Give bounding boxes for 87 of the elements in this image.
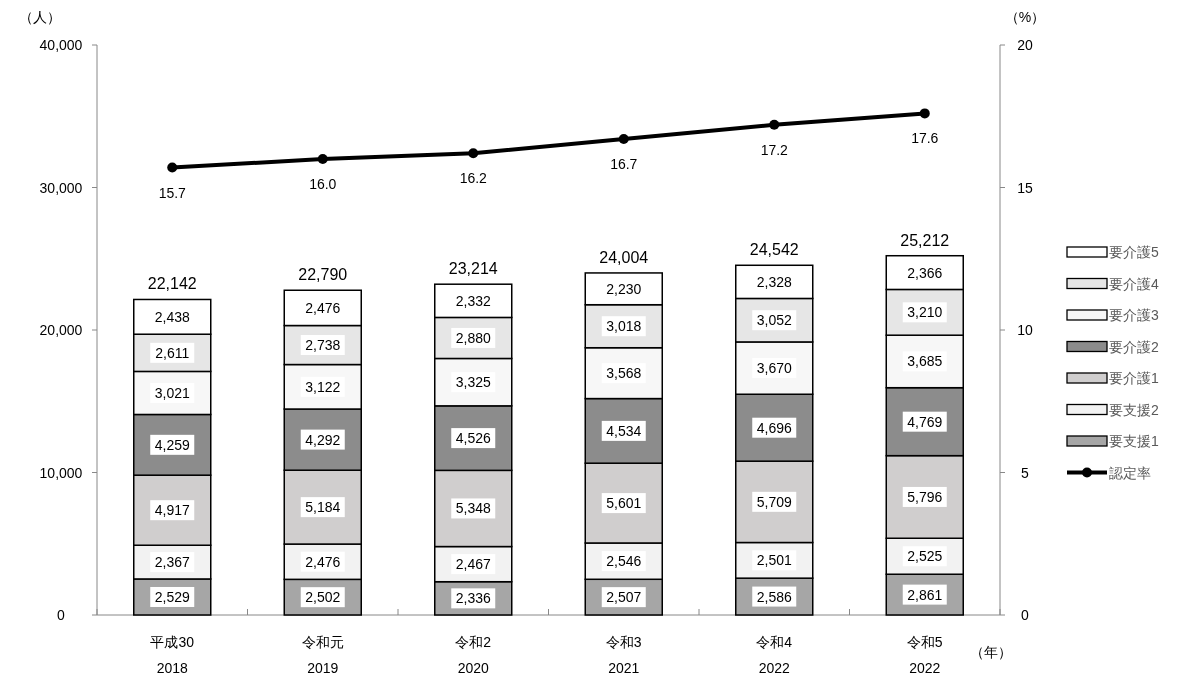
data-label: 2,366: [907, 264, 943, 281]
x-tick-label: 令和3 2021: [605, 634, 642, 676]
data-label: 2,738: [305, 337, 341, 354]
total-label: 25,212: [900, 231, 950, 249]
x-tick-label: 令和2 2020: [455, 634, 492, 676]
data-label: 2,367: [154, 554, 190, 571]
data-label: 5,601: [606, 495, 642, 512]
data-label: 17.6: [911, 130, 939, 147]
data-label: 2,529: [154, 588, 190, 605]
y2-tick-label: 15: [1017, 179, 1033, 196]
data-label: 5,348: [455, 500, 491, 517]
legend-label: 要介護5: [1109, 244, 1159, 260]
data-label: 4,696: [756, 419, 792, 436]
y-tick-label: 0: [57, 607, 66, 623]
data-label: 3,021: [154, 384, 190, 401]
data-label: 3,018: [606, 318, 642, 335]
data-label: 3,122: [305, 378, 341, 395]
x-tick-label: 令和元 2019: [301, 634, 344, 676]
total-label: 24,004: [599, 248, 649, 266]
legend-label: 要支援1: [1109, 433, 1159, 449]
point: [618, 134, 629, 145]
total-label: 22,142: [147, 275, 197, 293]
y-axis-title: （人）: [19, 9, 61, 25]
data-label: 2,507: [606, 589, 642, 606]
y-tick-label: 40,000: [39, 37, 83, 53]
data-label: 2,502: [305, 589, 341, 606]
data-label: 2,586: [756, 588, 792, 605]
data-label: 5,184: [305, 499, 341, 516]
total-label: 23,214: [448, 260, 498, 278]
x-tick-label: 令和4 2022: [756, 634, 793, 676]
data-label: 2,230: [606, 280, 642, 297]
total-label: 22,790: [298, 266, 348, 284]
data-label: 2,546: [606, 553, 642, 570]
point: [769, 119, 780, 130]
total-label: 24,542: [749, 241, 799, 259]
data-label: 4,259: [154, 436, 190, 453]
x-tick-label: 平成30 2018: [150, 634, 195, 676]
data-label: 2,501: [756, 552, 792, 569]
data-label: 3,685: [907, 353, 943, 370]
data-label: 2,880: [455, 329, 491, 346]
data-label: 16.2: [459, 170, 488, 187]
x-tick-label: 令和5 2022: [906, 634, 943, 676]
y2-tick-label: 10: [1017, 322, 1033, 338]
point: [317, 154, 328, 164]
data-label: 16.7: [610, 156, 638, 173]
data-label: 3,670: [756, 360, 792, 377]
y2-tick-label: 5: [1021, 464, 1030, 481]
data-label: 15.7: [158, 184, 187, 201]
data-label: 4,292: [305, 431, 341, 448]
data-label: 17.2: [760, 141, 789, 158]
data-label: 3,210: [907, 304, 943, 321]
data-label: 2,476: [305, 299, 341, 316]
y2-tick-label: 0: [1021, 607, 1030, 623]
data-label: 2,611: [155, 344, 190, 361]
point: [167, 162, 178, 173]
data-label: 2,332: [455, 292, 491, 309]
data-label: 4,769: [907, 413, 943, 430]
legend-label: 要介護3: [1109, 307, 1159, 323]
legend-label: 要介護1: [1109, 370, 1159, 386]
data-label: 4,526: [455, 430, 491, 447]
data-label: 2,328: [756, 273, 792, 290]
legend-label: 要介護2: [1109, 338, 1159, 355]
point: [468, 148, 479, 159]
data-label: 2,438: [154, 308, 190, 325]
data-label: 5,709: [756, 493, 792, 510]
y-tick-label: 30,000: [39, 179, 83, 196]
data-label: 3,052: [756, 312, 792, 329]
data-label: 16.0: [309, 176, 337, 192]
data-label: 4,917: [154, 502, 190, 519]
legend-label: 要支援2: [1109, 401, 1159, 418]
data-label: 2,476: [305, 553, 341, 570]
point: [919, 108, 930, 119]
y-tick-label: 20,000: [39, 322, 83, 338]
y2-tick-label: 20: [1017, 37, 1033, 53]
data-label: 2,336: [455, 590, 491, 607]
data-label: 3,568: [606, 365, 642, 382]
x-axis-title: （年）: [970, 644, 1012, 660]
data-label: 5,796: [907, 488, 943, 505]
data-label: 3,325: [455, 374, 491, 391]
data-label: 2,525: [907, 548, 943, 565]
y2-axis-title: （%）: [1004, 9, 1046, 25]
data-label: 2,861: [907, 586, 943, 603]
data-label: 2,467: [455, 556, 491, 573]
legend-label: 要介護4: [1109, 275, 1159, 292]
legend-label: 認定率: [1109, 464, 1151, 481]
y-tick-label: 10,000: [39, 464, 83, 481]
data-label: 4,534: [606, 422, 642, 439]
